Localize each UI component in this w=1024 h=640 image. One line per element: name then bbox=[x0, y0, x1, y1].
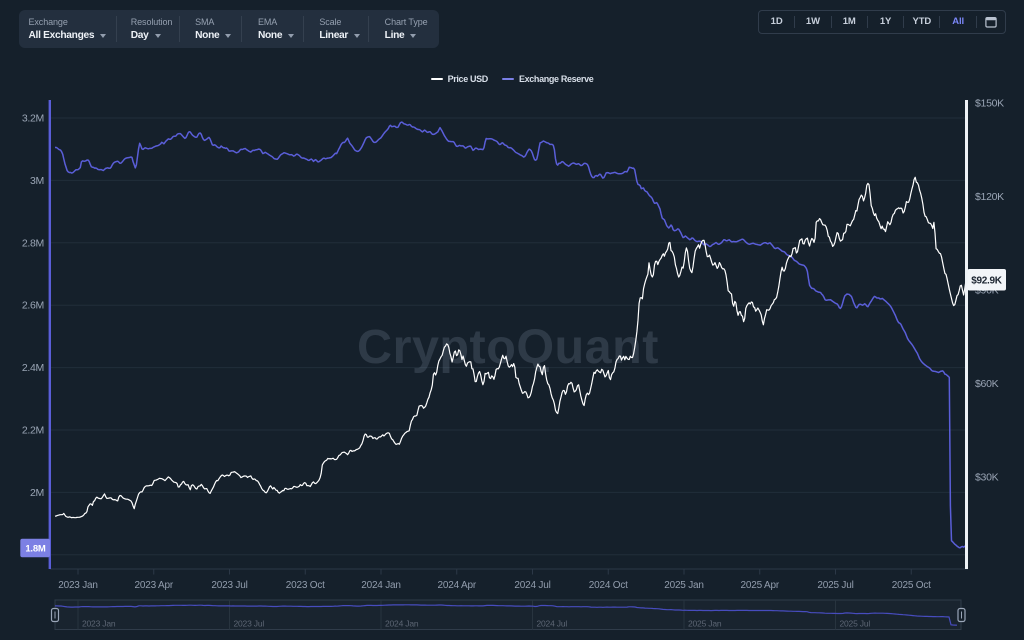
svg-text:2025 Jan: 2025 Jan bbox=[664, 580, 704, 591]
svg-text:2024 Jan: 2024 Jan bbox=[361, 580, 401, 591]
svg-text:2025 Apr: 2025 Apr bbox=[741, 580, 780, 591]
svg-text:2024 Apr: 2024 Apr bbox=[438, 580, 477, 591]
svg-text:$150K: $150K bbox=[975, 98, 1004, 110]
svg-text:$120K: $120K bbox=[975, 191, 1004, 203]
svg-text:2025 Oct: 2025 Oct bbox=[892, 580, 931, 591]
svg-text:2024 Jul: 2024 Jul bbox=[514, 580, 550, 591]
svg-text:2025 Jan: 2025 Jan bbox=[688, 619, 722, 629]
svg-text:2023 Jul: 2023 Jul bbox=[211, 580, 247, 591]
svg-text:3.2M: 3.2M bbox=[22, 113, 44, 125]
svg-text:2023 Jul: 2023 Jul bbox=[234, 619, 265, 629]
svg-text:$30K: $30K bbox=[975, 472, 999, 484]
svg-text:$60K: $60K bbox=[975, 378, 999, 390]
svg-text:2.8M: 2.8M bbox=[22, 237, 44, 249]
svg-text:2024 Jan: 2024 Jan bbox=[385, 619, 419, 629]
svg-text:2024 Oct: 2024 Oct bbox=[589, 580, 628, 591]
svg-text:2023 Apr: 2023 Apr bbox=[135, 580, 174, 591]
svg-text:2.6M: 2.6M bbox=[22, 300, 44, 312]
svg-text:1.8M: 1.8M bbox=[25, 544, 46, 555]
svg-text:2025 Jul: 2025 Jul bbox=[840, 619, 871, 629]
svg-text:2.4M: 2.4M bbox=[22, 362, 44, 374]
svg-text:2023 Oct: 2023 Oct bbox=[286, 580, 325, 591]
svg-text:2.2M: 2.2M bbox=[22, 425, 44, 437]
svg-text:2023 Jan: 2023 Jan bbox=[58, 580, 98, 591]
svg-text:3M: 3M bbox=[30, 175, 44, 187]
svg-text:2024 Jul: 2024 Jul bbox=[537, 619, 568, 629]
svg-text:2025 Jul: 2025 Jul bbox=[817, 580, 853, 591]
svg-text:$92.9K: $92.9K bbox=[971, 276, 1003, 287]
svg-text:2023 Jan: 2023 Jan bbox=[82, 619, 116, 629]
svg-text:2M: 2M bbox=[30, 487, 44, 499]
